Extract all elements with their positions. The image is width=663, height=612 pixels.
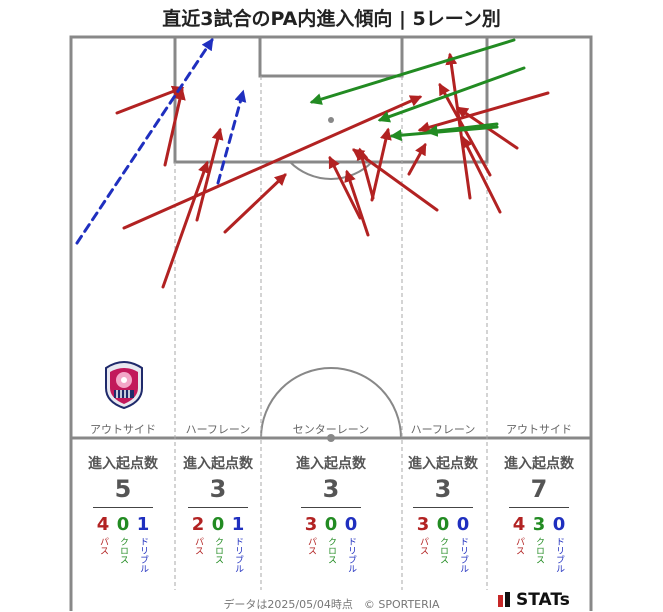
dribble-count: 0 — [456, 514, 470, 535]
pass-count: 3 — [416, 514, 430, 535]
cross-arrow-1 — [377, 66, 526, 123]
pass-label: パス — [306, 537, 316, 555]
pass-arrow-16 — [461, 135, 502, 214]
divider — [509, 507, 569, 508]
pass-arrow-2 — [195, 127, 224, 222]
divider — [93, 507, 153, 508]
stat-head-outside-right: 進入起点数 — [504, 456, 574, 472]
chart-title: 直近3試合のPA内進入傾向 | 5レーン別 — [162, 8, 501, 30]
dribble-label: ドリブル — [346, 537, 356, 573]
entry-count-center: 3 — [322, 475, 340, 503]
pass-arrow-9 — [370, 127, 392, 202]
pass-arrow-1 — [163, 87, 186, 167]
cross-label: クロス — [118, 537, 128, 564]
stat-head-outside-left: 進入起点数 — [88, 456, 158, 472]
lane-label-outside-right: アウトサイド — [506, 423, 572, 436]
entry-count-halflane-left: 3 — [209, 475, 227, 503]
goal-area — [258, 37, 404, 78]
centre-spot — [327, 434, 335, 442]
pass-arrow-12 — [445, 52, 472, 200]
dribble-arrow-1 — [216, 89, 247, 185]
stat-head-halflane-right: 進入起点数 — [408, 456, 478, 472]
cross-count: 3 — [532, 514, 546, 535]
pass-count: 2 — [191, 514, 205, 535]
pass-label: パス — [514, 537, 524, 555]
dribble-label: ドリブル — [138, 537, 148, 573]
pass-arrow-4 — [122, 95, 423, 230]
cross-count: 0 — [436, 514, 450, 535]
divider — [301, 507, 361, 508]
lane-label-halflane-left: ハーフレーン — [185, 423, 251, 436]
dribble-count: 1 — [231, 514, 245, 535]
pass-arrow-7 — [328, 155, 362, 220]
lane-label-halflane-right: ハーフレーン — [410, 423, 476, 436]
stat-head-halflane-left: 進入起点数 — [183, 456, 253, 472]
centre-circle — [260, 367, 402, 439]
pass-label: パス — [418, 537, 428, 555]
dribble-label: ドリブル — [458, 537, 468, 573]
club-crest-icon — [105, 361, 143, 410]
arrow-layer — [75, 38, 550, 289]
cross-count: 0 — [211, 514, 225, 535]
pass-label: パス — [98, 537, 108, 555]
entry-count-halflane-right: 3 — [434, 475, 452, 503]
pass-arrow-0 — [115, 85, 185, 115]
footer-note: データは2025/05/04時点 © SPORTERIA — [223, 598, 440, 611]
cross-arrow-3 — [425, 122, 499, 137]
entry-count-outside-left: 5 — [114, 475, 132, 503]
dribble-count: 1 — [136, 514, 150, 535]
divider — [413, 507, 473, 508]
pass-label: パス — [193, 537, 203, 555]
dribble-label: ドリブル — [554, 537, 564, 573]
pass-arrow-6 — [344, 169, 370, 237]
pass-count: 4 — [96, 514, 110, 535]
pass-arrow-11 — [407, 142, 427, 176]
lane-label-outside-left: アウトサイド — [90, 423, 156, 436]
stats-logo-icon — [498, 592, 510, 607]
cross-label: クロス — [534, 537, 544, 564]
pass-count: 3 — [304, 514, 318, 535]
pass-count: 4 — [512, 514, 526, 535]
lane-label-center: センターレーン — [292, 423, 370, 436]
dribble-label: ドリブル — [233, 537, 243, 573]
pass-arrow-14 — [417, 91, 550, 134]
cross-label: クロス — [326, 537, 336, 564]
pitch-boundary — [69, 35, 593, 611]
penalty-spot — [328, 117, 334, 123]
dribble-count: 0 — [552, 514, 566, 535]
pass-arrow-5 — [223, 173, 287, 234]
cross-arrow-0 — [309, 38, 516, 105]
cross-label: クロス — [213, 537, 223, 564]
divider — [188, 507, 248, 508]
cross-count: 0 — [116, 514, 130, 535]
penalty-arc — [289, 161, 373, 180]
dribble-count: 0 — [344, 514, 358, 535]
lane-dividers — [174, 76, 488, 590]
entry-count-outside-right: 7 — [530, 475, 548, 503]
stats-logo-text: STATs — [516, 590, 570, 610]
cross-label: クロス — [438, 537, 448, 564]
stat-head-center: 進入起点数 — [296, 456, 366, 472]
cross-count: 0 — [324, 514, 338, 535]
pass-arrow-10 — [352, 148, 439, 212]
pass-arrow-3 — [161, 160, 210, 289]
dribble-arrow-0 — [75, 38, 214, 245]
